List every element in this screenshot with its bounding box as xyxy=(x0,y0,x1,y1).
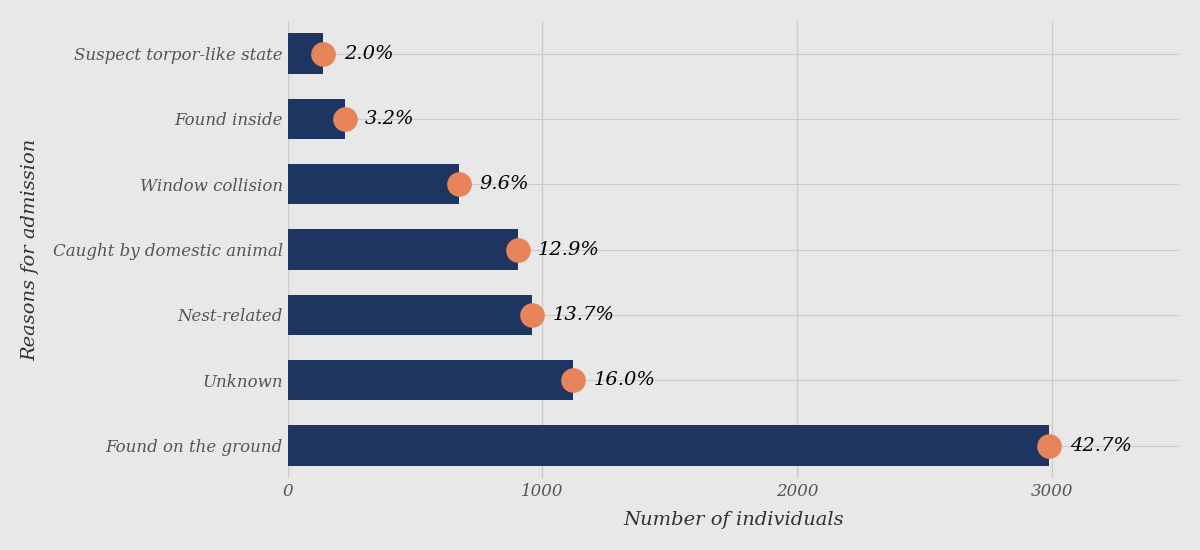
Point xyxy=(523,310,542,319)
Text: 16.0%: 16.0% xyxy=(593,371,655,389)
Bar xyxy=(288,229,517,270)
Text: 9.6%: 9.6% xyxy=(479,175,529,193)
Bar xyxy=(288,164,458,205)
Point xyxy=(313,49,332,58)
Bar xyxy=(288,425,1049,466)
Bar xyxy=(288,33,323,74)
Text: 2.0%: 2.0% xyxy=(343,45,394,63)
Point xyxy=(449,180,468,189)
X-axis label: Number of individuals: Number of individuals xyxy=(623,511,844,529)
Bar xyxy=(288,360,572,400)
Text: 42.7%: 42.7% xyxy=(1069,437,1132,454)
Text: 3.2%: 3.2% xyxy=(365,110,415,128)
Bar xyxy=(288,98,344,139)
Text: 13.7%: 13.7% xyxy=(552,306,614,324)
Bar xyxy=(288,295,533,335)
Point xyxy=(1039,441,1058,450)
Point xyxy=(335,114,354,123)
Y-axis label: Reasons for admission: Reasons for admission xyxy=(20,139,38,361)
Point xyxy=(563,376,582,384)
Point xyxy=(508,245,527,254)
Text: 12.9%: 12.9% xyxy=(538,240,600,258)
